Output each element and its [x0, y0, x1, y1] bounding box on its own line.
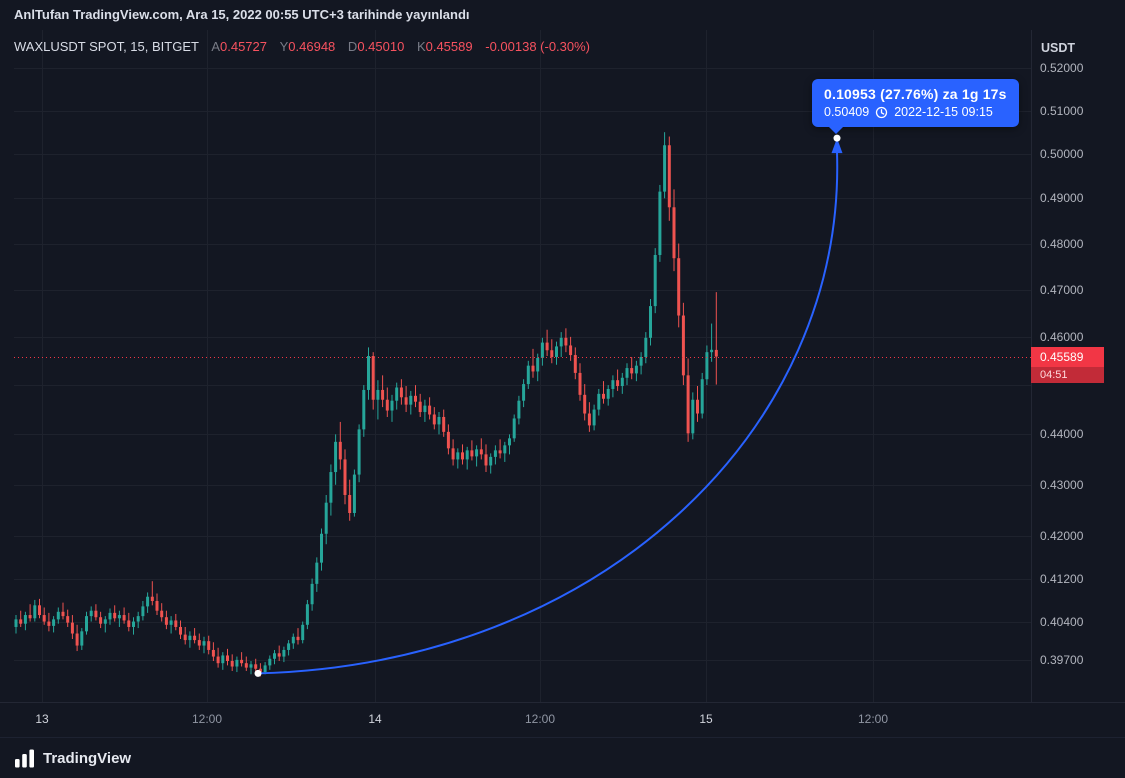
grid-lines [14, 30, 1031, 702]
bar-countdown: 04:51 [1031, 366, 1104, 383]
time-axis-label: 15 [699, 712, 713, 726]
trend-end-dot [833, 134, 841, 142]
trend-arrow-head [831, 138, 843, 154]
symbol-title[interactable]: WAXLUSDT SPOT, 15, BITGET [14, 39, 199, 54]
tradingview-logo-link[interactable]: TradingView [14, 748, 131, 769]
chart-legend: WAXLUSDT SPOT, 15, BITGET A0.45727 Y0.46… [14, 39, 590, 54]
trend-arrow-curve[interactable] [257, 152, 839, 675]
ohlc-low-value: 0.45010 [357, 39, 405, 54]
last-price-value: 0.45589 [1031, 346, 1104, 367]
clock-icon [876, 106, 888, 118]
last-price-badge: 0.45589 04:51 [1031, 346, 1104, 383]
ohlc-open-label: A [211, 39, 220, 54]
ohlc-close-label: K [416, 39, 426, 54]
ohlc-open-value: 0.45727 [220, 39, 267, 54]
footer-bar: TradingView [0, 737, 1125, 778]
chart-canvas[interactable]: WAXLUSDT SPOT, 15, BITGET A0.45727 Y0.46… [0, 30, 1031, 702]
measure-price: 0.50409 [824, 105, 870, 119]
measure-datetime: 2022-12-15 09:15 [894, 105, 993, 119]
time-axis-label: 12:00 [191, 712, 223, 726]
trend-start-dot [254, 669, 262, 677]
time-axis[interactable]: 13 12:00 14 12:00 15 12:00 [0, 702, 1125, 737]
tradingview-logo-icon [15, 749, 34, 767]
publish-info-text: AnlTufan TradingView.com, Ara 15, 2022 0… [14, 7, 470, 22]
time-axis-label: 12:00 [857, 712, 889, 726]
time-axis-label: 13 [35, 712, 49, 726]
ohlc-high-label: Y [279, 39, 289, 54]
axis-currency-label: USDT [1041, 41, 1076, 55]
time-axis-label: 14 [368, 712, 382, 726]
ohlc-low-label: D [347, 39, 358, 54]
ohlc-high-value: 0.46948 [288, 39, 336, 54]
change-value: -0.00138 (-0.30%) [485, 39, 591, 54]
candlestick-series [14, 132, 718, 677]
ohlc-close-value: 0.45589 [425, 39, 473, 54]
tradingview-wordmark: TradingView [43, 749, 132, 767]
measure-change-text: 0.10953 (27.76%) za 1g 17s [824, 86, 1007, 102]
time-axis-label: 12:00 [524, 712, 556, 726]
publish-header: AnlTufan TradingView.com, Ara 15, 2022 0… [0, 0, 1125, 30]
measure-tooltip[interactable]: 0.10953 (27.76%) za 1g 17s 0.50409 2022-… [812, 79, 1019, 134]
